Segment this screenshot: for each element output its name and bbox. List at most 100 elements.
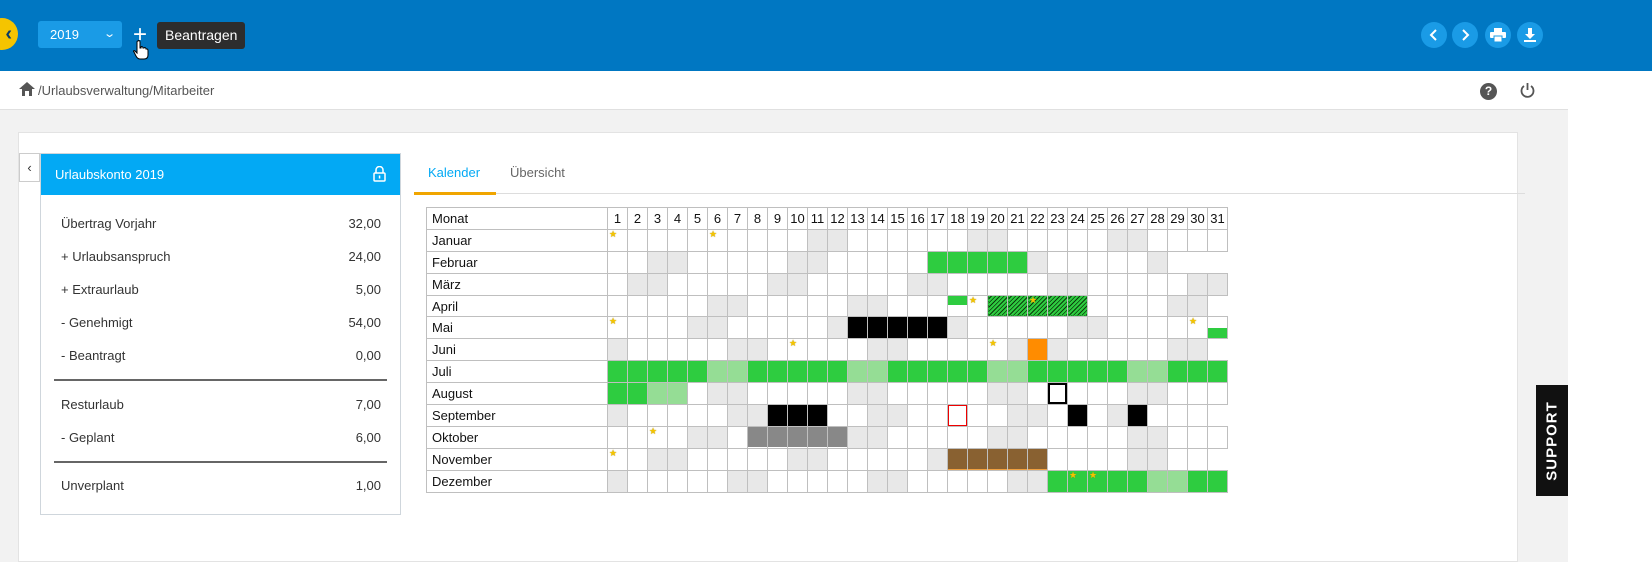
day-cell[interactable] [1107, 228, 1128, 252]
day-cell[interactable] [907, 382, 928, 406]
day-cell[interactable] [1147, 294, 1168, 318]
day-cell[interactable] [1207, 382, 1228, 406]
day-cell[interactable] [867, 294, 888, 318]
day-cell[interactable] [867, 404, 888, 427]
day-cell[interactable] [827, 469, 848, 493]
day-cell[interactable] [787, 404, 808, 427]
day-cell[interactable] [1047, 294, 1068, 318]
day-cell[interactable] [1007, 425, 1028, 449]
day-cell[interactable] [767, 272, 788, 296]
day-cell[interactable] [1147, 382, 1168, 406]
day-cell[interactable] [747, 404, 768, 427]
day-cell[interactable] [1007, 250, 1028, 274]
day-cell[interactable] [987, 404, 1008, 427]
day-cell[interactable] [947, 360, 968, 384]
day-cell[interactable] [647, 250, 668, 274]
day-cell[interactable] [987, 250, 1008, 274]
day-cell[interactable] [887, 404, 908, 427]
day-cell[interactable] [987, 228, 1008, 252]
day-cell[interactable] [887, 316, 908, 340]
day-cell[interactable] [607, 338, 628, 362]
day-cell[interactable] [927, 447, 948, 471]
day-cell[interactable] [967, 316, 988, 340]
day-cell[interactable] [747, 425, 768, 449]
day-cell[interactable] [1127, 294, 1148, 318]
day-cell[interactable] [847, 316, 868, 340]
day-cell[interactable] [927, 382, 948, 406]
day-cell[interactable] [1207, 228, 1228, 252]
day-cell[interactable] [1167, 272, 1188, 296]
day-cell[interactable] [767, 469, 788, 493]
day-cell[interactable] [847, 382, 868, 406]
day-cell[interactable] [927, 228, 948, 252]
day-cell[interactable] [1047, 250, 1068, 274]
day-cell[interactable] [607, 469, 628, 493]
day-cell[interactable] [747, 382, 768, 406]
day-cell[interactable] [887, 228, 908, 252]
day-cell[interactable] [827, 272, 848, 296]
day-cell[interactable] [1067, 338, 1088, 362]
day-cell[interactable] [647, 294, 668, 318]
day-cell[interactable] [1047, 425, 1068, 449]
day-cell[interactable] [647, 469, 668, 493]
day-cell[interactable] [707, 316, 728, 340]
help-icon[interactable]: ? [1480, 83, 1497, 100]
day-cell[interactable] [667, 404, 688, 427]
day-cell[interactable] [1167, 382, 1188, 406]
support-tab[interactable]: SUPPORT [1536, 385, 1568, 496]
day-cell[interactable] [1007, 228, 1028, 252]
day-cell[interactable] [767, 316, 788, 340]
day-cell[interactable] [707, 404, 728, 427]
day-cell[interactable] [1087, 338, 1108, 362]
day-cell[interactable] [607, 294, 628, 318]
day-cell[interactable] [687, 294, 708, 318]
lock-icon[interactable] [373, 166, 386, 182]
day-cell[interactable] [1207, 316, 1228, 340]
day-cell[interactable] [827, 425, 848, 449]
next-button[interactable] [1452, 22, 1478, 48]
day-cell[interactable]: ★ [1067, 469, 1088, 493]
day-cell[interactable] [767, 338, 788, 362]
day-cell[interactable] [1147, 360, 1168, 384]
day-cell[interactable] [1047, 447, 1068, 471]
day-cell[interactable] [767, 250, 788, 274]
day-cell[interactable] [687, 382, 708, 406]
day-cell[interactable] [887, 294, 908, 318]
day-cell[interactable] [947, 425, 968, 449]
day-cell[interactable] [887, 250, 908, 274]
day-cell[interactable] [1167, 447, 1188, 471]
day-cell[interactable] [807, 316, 828, 340]
day-cell[interactable] [627, 382, 648, 406]
day-cell[interactable] [687, 360, 708, 384]
day-cell[interactable] [807, 250, 828, 274]
day-cell[interactable] [947, 250, 968, 274]
day-cell[interactable] [1127, 338, 1148, 362]
day-cell[interactable] [627, 338, 648, 362]
day-cell[interactable] [747, 228, 768, 252]
day-cell[interactable] [947, 338, 968, 362]
day-cell[interactable] [1107, 272, 1128, 296]
day-cell[interactable] [847, 272, 868, 296]
day-cell[interactable] [1187, 382, 1208, 406]
day-cell[interactable] [927, 316, 948, 340]
day-cell[interactable] [927, 360, 948, 384]
day-cell[interactable] [1167, 404, 1188, 427]
day-cell[interactable] [1047, 338, 1068, 362]
day-cell[interactable] [1087, 316, 1108, 340]
day-cell[interactable] [947, 447, 968, 471]
day-cell[interactable] [987, 447, 1008, 471]
collapse-panel-button[interactable]: ‹ [19, 153, 40, 182]
day-cell[interactable] [867, 272, 888, 296]
day-cell[interactable] [927, 425, 948, 449]
day-cell[interactable] [887, 382, 908, 406]
day-cell[interactable] [1047, 360, 1068, 384]
day-cell[interactable] [1127, 425, 1148, 449]
day-cell[interactable] [1067, 425, 1088, 449]
day-cell[interactable] [767, 228, 788, 252]
home-icon[interactable] [19, 82, 35, 96]
day-cell[interactable] [687, 250, 708, 274]
day-cell[interactable] [827, 316, 848, 340]
day-cell[interactable] [1047, 469, 1068, 493]
day-cell[interactable] [1067, 316, 1088, 340]
day-cell[interactable] [1067, 272, 1088, 296]
